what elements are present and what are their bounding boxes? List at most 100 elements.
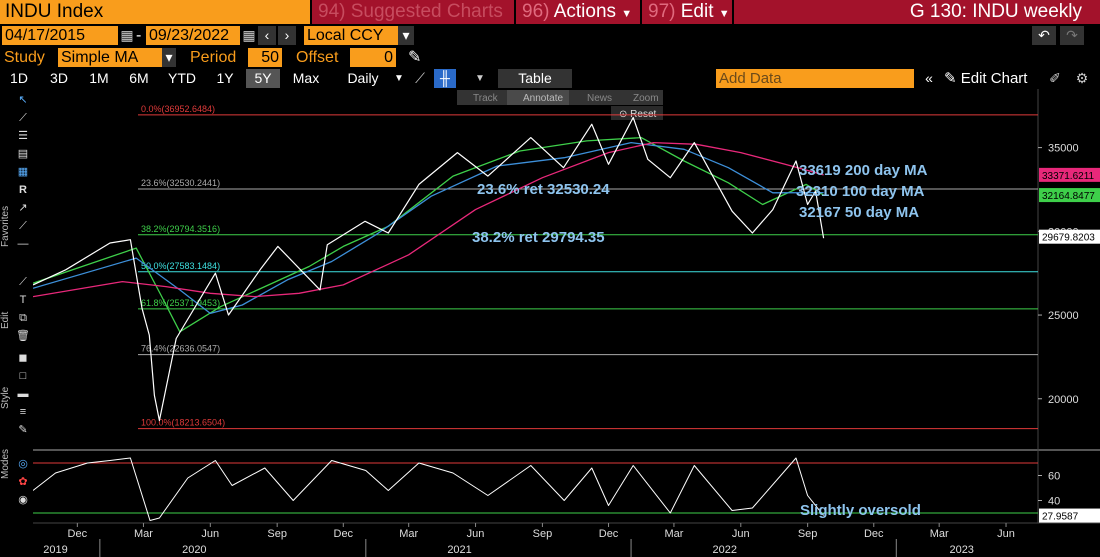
horizontal-line-icon[interactable]: — (17, 238, 29, 250)
x-year-label: 2021 (447, 544, 471, 556)
arrow-icon[interactable]: ↗ (18, 202, 28, 214)
edit-label: Edit (680, 1, 714, 22)
price-chart[interactable]: Track Annotate News Zoom ⊙ Reset 2000025… (33, 89, 1100, 557)
calendar-icon[interactable]: ▦ (120, 26, 134, 45)
edit-chart-label: Edit Chart (960, 70, 1028, 87)
security-field[interactable]: INDU Index (0, 0, 310, 24)
fib-level-label: 61.8%(25371.9453) (141, 298, 220, 308)
fibonacci-icon[interactable]: ☰ (18, 130, 28, 142)
add-data-input[interactable]: Add Data (716, 69, 914, 88)
undo-icon[interactable]: ↶ (1032, 26, 1056, 45)
x-month-label: Mar (930, 528, 949, 540)
settings-icon[interactable]: ◉ (18, 494, 28, 506)
chevron-right-icon[interactable]: › (278, 26, 296, 45)
range-ytd[interactable]: YTD (168, 70, 196, 86)
start-date-field[interactable]: 04/17/2015 (2, 26, 118, 45)
range-1d[interactable]: 1D (10, 70, 28, 86)
frequency-select[interactable]: Daily (347, 70, 379, 86)
chevron-down-icon[interactable]: ▼ (394, 73, 404, 84)
x-year-label: 2023 (949, 544, 973, 556)
calendar-icon[interactable]: ▦ (242, 26, 256, 45)
pen-icon[interactable]: ✎ (18, 424, 28, 436)
last-value-label: 29679.8203 (1042, 233, 1095, 244)
edit-key: 97) (648, 1, 676, 22)
edit-chart-button[interactable]: ✎ Edit Chart (944, 69, 1040, 88)
news-button[interactable]: News (587, 93, 612, 104)
x-year-label: 2022 (713, 544, 737, 556)
chart-title-bar: G 130: INDU weekly (734, 0, 1100, 24)
crosshair-icon[interactable]: ◎ (18, 458, 28, 470)
track-button[interactable]: Track (473, 93, 499, 104)
cursor-icon[interactable]: ↖ (18, 94, 28, 106)
drawing-tools: ↖ ⟋ ☰ ▤ ▦ R ↗ ⟋ — Favorites ⟋ T ⧉ 🗑 Edit… (0, 89, 34, 557)
period-label: Period (190, 49, 237, 66)
edit-menu[interactable]: 97) Edit ▼ (642, 0, 732, 24)
rsi-series (33, 457, 824, 521)
x-month-label: Jun (201, 528, 219, 540)
fib-level-label: 100.0%(18213.6504) (141, 418, 225, 428)
chevron-down-icon[interactable]: ▾ (162, 48, 176, 67)
copy-icon[interactable]: ⧉ (19, 312, 27, 324)
chevron-down-icon[interactable]: ▼ (475, 73, 485, 84)
range-1y[interactable]: 1Y (216, 70, 234, 86)
start-date-value: 04/17/2015 (5, 27, 86, 44)
channel-icon[interactable]: ▤ (17, 148, 29, 160)
y-tick-label: 25000 (1048, 310, 1079, 322)
line-chart-icon[interactable]: ⟋ (415, 70, 425, 86)
color-wheel-icon[interactable]: ✿ (18, 476, 28, 488)
trend-line-icon[interactable]: ⟋ (19, 112, 27, 124)
suggested-charts-menu[interactable]: 94) Suggested Charts (312, 0, 514, 24)
line-tool-icon[interactable]: ⟋ (19, 276, 27, 288)
fill-icon[interactable]: ◼ (18, 352, 28, 364)
fib-level-label: 38.2%(29794.3516) (141, 224, 220, 234)
currency-select[interactable]: Local CCY (304, 26, 398, 45)
study-value: Simple MA (61, 49, 139, 66)
study-select[interactable]: Simple MA (58, 48, 162, 67)
edit-layout-icon[interactable]: ✐ (1049, 70, 1061, 86)
chevron-left-icon[interactable]: ‹ (258, 26, 276, 45)
zoom-button[interactable]: Zoom (633, 93, 659, 104)
last-value-tag (1039, 167, 1100, 182)
fib-level-label: 50.0%(27583.1484) (141, 261, 220, 271)
modes-label: Modes (0, 448, 11, 479)
pencil-icon[interactable]: ✎ (408, 49, 422, 66)
offset-field[interactable]: 0 (350, 48, 396, 67)
chevron-down-icon: ▼ (621, 8, 633, 20)
redo-icon[interactable]: ↷ (1060, 26, 1084, 45)
range-1m[interactable]: 1M (89, 70, 109, 86)
line-style-icon[interactable]: ≡ (19, 406, 27, 418)
range-6m[interactable]: 6M (129, 70, 149, 86)
range-5y[interactable]: 5Y (246, 69, 280, 88)
range-3d[interactable]: 3D (50, 70, 68, 86)
collapse-icon[interactable]: « (925, 70, 933, 86)
fill-white-icon[interactable]: □ (19, 370, 27, 382)
range-max[interactable]: Max (292, 70, 320, 86)
r-icon[interactable]: R (19, 184, 27, 196)
security-name: INDU Index (5, 1, 104, 22)
period-field[interactable]: 50 (248, 48, 282, 67)
annotate-button[interactable]: Annotate (523, 93, 563, 104)
end-date-field[interactable]: 09/23/2022 (146, 26, 240, 45)
chevron-down-icon[interactable]: ▾ (398, 26, 414, 45)
table-button[interactable]: Table (498, 69, 572, 88)
brush-icon[interactable]: ▬ (17, 388, 29, 400)
gear-icon[interactable]: ⚙ (1075, 70, 1089, 86)
offset-label: Offset (296, 49, 339, 66)
chart-annotation: 33619 200 day MA (799, 162, 928, 179)
x-year-label: 2020 (182, 544, 206, 556)
pencil-icon: ✎ (944, 70, 957, 87)
study-bar: Study Simple MA ▾ Period 50 Offset 0 ✎ (0, 46, 1100, 68)
trash-icon[interactable]: 🗑 (16, 330, 30, 342)
ray-icon[interactable]: ⟋ (19, 220, 27, 232)
x-month-label: Dec (864, 528, 884, 540)
x-month-label: Dec (334, 528, 354, 540)
fib-retracement-icon[interactable]: ▦ (17, 166, 29, 178)
bar-chart-icon[interactable]: ╫ (434, 69, 456, 88)
text-tool-icon[interactable]: T (19, 294, 27, 306)
price-series (33, 116, 825, 422)
actions-menu[interactable]: 96) Actions ▼ (516, 0, 640, 24)
fib-level-label: 23.6%(32530.2441) (141, 178, 220, 188)
currency-value: Local CCY (307, 27, 384, 44)
end-date-value: 09/23/2022 (149, 27, 230, 44)
x-month-label: Sep (533, 528, 553, 540)
